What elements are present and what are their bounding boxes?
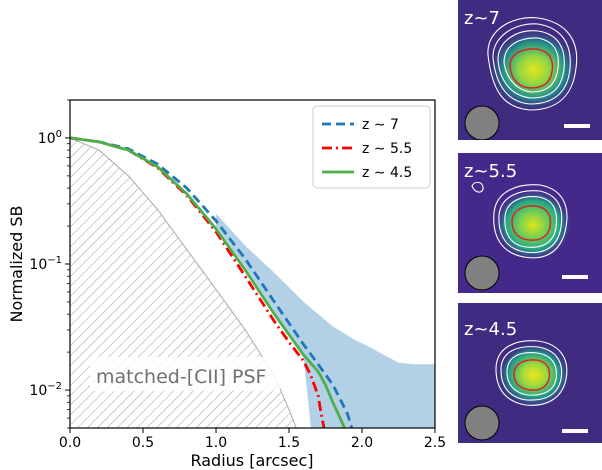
legend-label: z ∼ 5.5 [362,141,412,157]
x-tick-label: 0.5 [132,435,154,451]
x-tick-label: 0.0 [59,435,81,451]
legend-box [312,105,431,189]
image-panel-z5-5: z~5.5 [458,153,602,293]
psf-annotation: matched-[CII] PSF [96,366,266,388]
beam-ellipse [464,405,500,441]
image-panel-z7: z~7 [458,0,602,140]
panel-label: z~7 [464,8,500,29]
y-tick-label: 10−1 [29,255,62,273]
legend-label: z ∼ 4.5 [362,165,412,181]
contours [495,340,568,406]
inner-contour [513,359,551,391]
x-tick-label: 2.0 [351,435,373,451]
x-tick-label: 1.0 [205,435,227,451]
legend-label: z ∼ 7 [362,117,399,133]
scale-bar [562,429,588,433]
image-panel-z4-5: z~4.5 [458,303,602,443]
scale-bar [562,275,588,279]
beam-ellipse [464,255,500,291]
radial-profile-chart: 0.0 0.5 1.0 1.5 2.0 2.5 100 10−1 10−2 matched-[… [7,99,446,470]
x-tick-label: 1.5 [278,435,300,451]
x-axis-label: Radius [arcsec] [190,451,313,470]
inner-contour [511,205,552,241]
scale-bar [564,124,590,128]
legend: z ∼ 7 z ∼ 5.5 z ∼ 4.5 [312,105,431,189]
y-axis-label: Normalized SB [7,206,26,323]
beam-ellipse [464,105,500,140]
panel-label: z~4.5 [464,319,517,340]
panel-label: z~5.5 [464,161,517,182]
series-line-1 [70,136,354,428]
series-line-3 [70,136,346,428]
annotation-backdrop [90,357,280,391]
inner-contour [509,48,554,89]
x-tick-label: 2.5 [424,435,446,451]
y-tick-label: 10−2 [29,381,62,399]
psf-hatched-region [70,137,297,428]
contours [471,181,568,259]
y-tick-label: 100 [38,129,62,147]
contours [487,17,578,111]
z7-uncertainty-band [216,213,435,428]
